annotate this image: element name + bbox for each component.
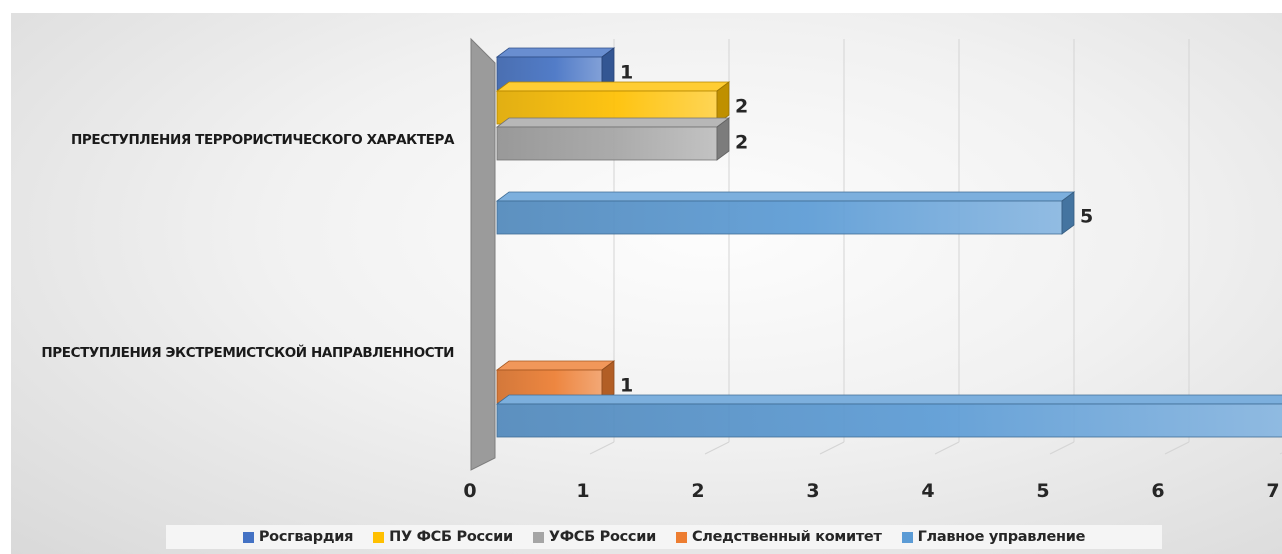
chart-area: 1 2 2 5 1 7 ПРЕСТУПЛЕНИЯ ТЕРРОРИСТИЧЕСКОГО ХАР…	[11, 13, 1282, 554]
bar-Главное-управление-1-top	[495, 394, 1282, 405]
legend-item-1: ПУ ФСБ России	[373, 529, 513, 545]
legend-label: Главное управление	[917, 529, 1086, 545]
x-tick-label-0: 0	[463, 480, 476, 502]
data-label-Следственный-комитет-1: 1	[620, 375, 633, 397]
bar-chart: 1 2 2 5 1 7 ПРЕСТУПЛЕНИЯ ТЕРРОРИСТИЧЕСКОГО ХАР…	[41, 37, 1282, 502]
bar-Главное-управление-0-end	[1061, 191, 1075, 235]
x-tick-label-7: 7	[1266, 480, 1279, 502]
bar-УФСБ-России-0-end	[716, 117, 730, 161]
legend-label: ПУ ФСБ России	[389, 529, 513, 545]
bar-Росгвардия-0-end	[601, 47, 615, 91]
data-label-УФСБ-России-0: 2	[735, 132, 748, 154]
bar-УФСБ-России-0	[496, 126, 718, 161]
legend-swatch	[901, 531, 913, 543]
legend-item-3: Следственный комитет	[675, 529, 882, 545]
legend-label: Следственный комитет	[691, 529, 882, 545]
x-tick-label-4: 4	[921, 480, 934, 502]
gridline-floor-5	[1049, 441, 1075, 455]
legend-item-2: УФСБ России	[532, 529, 656, 545]
legend: Росгвардия ПУ ФСБ России УФСБ России Следст…	[166, 525, 1162, 549]
data-label-Главное-управление-0: 5	[1080, 206, 1093, 228]
bar-Следственный-комитет-1-top	[495, 360, 616, 371]
data-label-Росгвардия-0: 1	[620, 62, 633, 84]
gridline-floor-3	[819, 441, 845, 455]
legend-item-4: Главное управление	[901, 529, 1086, 545]
x-tick-label-5: 5	[1036, 480, 1049, 502]
axis-wall	[470, 37, 496, 471]
gridline-floor-4	[934, 441, 960, 455]
gridline-floor-6	[1164, 441, 1190, 455]
x-tick-label-6: 6	[1151, 480, 1164, 502]
x-tick-label-3: 3	[806, 480, 819, 502]
legend-item-0: Росгвардия	[242, 529, 354, 545]
x-tick-label-2: 2	[691, 480, 704, 502]
gridline-floor-1	[589, 441, 615, 455]
bar-Росгвардия-0-top	[495, 47, 616, 58]
bar-Главное-управление-0	[496, 200, 1063, 235]
data-label-ПУ-ФСБ-России-0: 2	[735, 96, 748, 118]
bar-Следственный-комитет-1-end	[601, 360, 615, 404]
legend-swatch	[373, 531, 385, 543]
gridline-floor-2	[704, 441, 730, 455]
bar-ПУ-ФСБ-России-0-end	[716, 81, 730, 125]
bar-УФСБ-России-0-top	[495, 117, 731, 128]
bar-Главное-управление-1	[496, 403, 1282, 438]
legend-swatch	[532, 531, 544, 543]
bar-ПУ-ФСБ-России-0-top	[495, 81, 731, 92]
category-label-1: ПРЕСТУПЛЕНИЯ ЭКСТРЕМИСТСКОЙ НАПРАВЛЕННОС…	[41, 344, 454, 361]
bar-Главное-управление-0-top	[495, 191, 1076, 202]
legend-label: Росгвардия	[258, 529, 354, 545]
category-label-0: ПРЕСТУПЛЕНИЯ ТЕРРОРИСТИЧЕСКОГО ХАРАКТЕРА	[71, 132, 455, 148]
legend-swatch	[242, 531, 254, 543]
legend-swatch	[675, 531, 687, 543]
legend-label: УФСБ России	[548, 529, 656, 545]
x-tick-label-1: 1	[576, 480, 589, 502]
